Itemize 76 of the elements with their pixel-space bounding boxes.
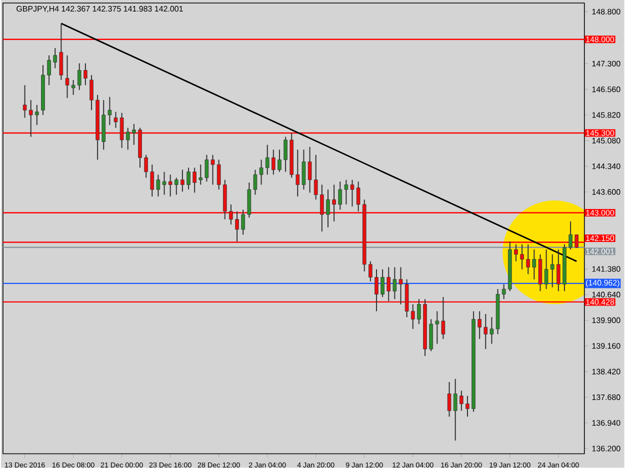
candlestick [410, 304, 415, 330]
candlestick [478, 310, 482, 340]
candlestick [47, 54, 51, 86]
candlestick [253, 169, 258, 196]
candlestick [210, 154, 215, 186]
candlestick [241, 209, 245, 236]
candlestick [265, 144, 270, 176]
candlestick [338, 181, 342, 210]
candlestick [326, 189, 330, 228]
candlestick [204, 154, 209, 182]
candlestick [550, 254, 554, 288]
candlestick [259, 159, 264, 186]
candlestick [296, 149, 300, 197]
candlestick [278, 149, 282, 172]
candlestick [332, 184, 336, 222]
candlestick [229, 204, 233, 226]
candlestick [22, 84, 27, 118]
candlestick [90, 74, 94, 111]
candlestick [447, 381, 452, 418]
candlestick [162, 171, 166, 196]
candlestick [386, 266, 391, 302]
candlestick [344, 179, 348, 205]
candlestick [77, 62, 82, 91]
candlestick [198, 164, 203, 186]
candlestick [144, 154, 148, 178]
candlestick [180, 169, 184, 192]
candlestick [490, 316, 494, 344]
candlestick [71, 79, 76, 96]
candlestick [514, 244, 518, 262]
candlestick [284, 136, 288, 172]
candlestick [568, 220, 572, 250]
candlestick [132, 124, 136, 146]
candlestick [84, 62, 88, 86]
candlestick [374, 268, 378, 312]
candlestick [186, 167, 190, 190]
candlestick [235, 210, 239, 242]
candlestick [484, 314, 488, 350]
candlestick [380, 268, 384, 298]
candlestick [460, 390, 464, 412]
candlestick [356, 181, 360, 212]
candlestick [156, 174, 160, 197]
candlestick [466, 395, 470, 418]
candlestick [532, 249, 536, 280]
candlestick [544, 249, 548, 290]
candlestick [174, 177, 178, 196]
candlestick [28, 100, 33, 138]
candlestick [350, 179, 354, 208]
candlestick [192, 167, 196, 194]
candlestick [59, 22, 64, 80]
candlestick [65, 54, 70, 99]
candlestick [272, 149, 276, 176]
candlestick [574, 234, 579, 249]
candlestick [314, 154, 318, 200]
candlestick [368, 260, 372, 282]
candlestick [453, 378, 458, 442]
candlestick [114, 111, 118, 128]
candlestick [53, 48, 58, 69]
candlestick [308, 146, 312, 194]
candlestick [392, 266, 397, 300]
candlestick [302, 149, 306, 190]
candlestick [556, 249, 560, 292]
candlestick [126, 127, 130, 150]
candlestick [520, 244, 524, 270]
candlestick [216, 159, 221, 190]
candlestick [320, 184, 324, 232]
candlestick [417, 298, 421, 325]
candlestick [435, 310, 440, 344]
candlestick [441, 296, 446, 340]
candlestick [502, 284, 506, 300]
candlestick [526, 244, 530, 275]
candlestick [168, 174, 172, 197]
candlestick [108, 96, 112, 126]
candlestick [150, 164, 154, 197]
candlestick [120, 112, 124, 148]
candlestick [398, 266, 403, 305]
candlestick [35, 104, 39, 126]
